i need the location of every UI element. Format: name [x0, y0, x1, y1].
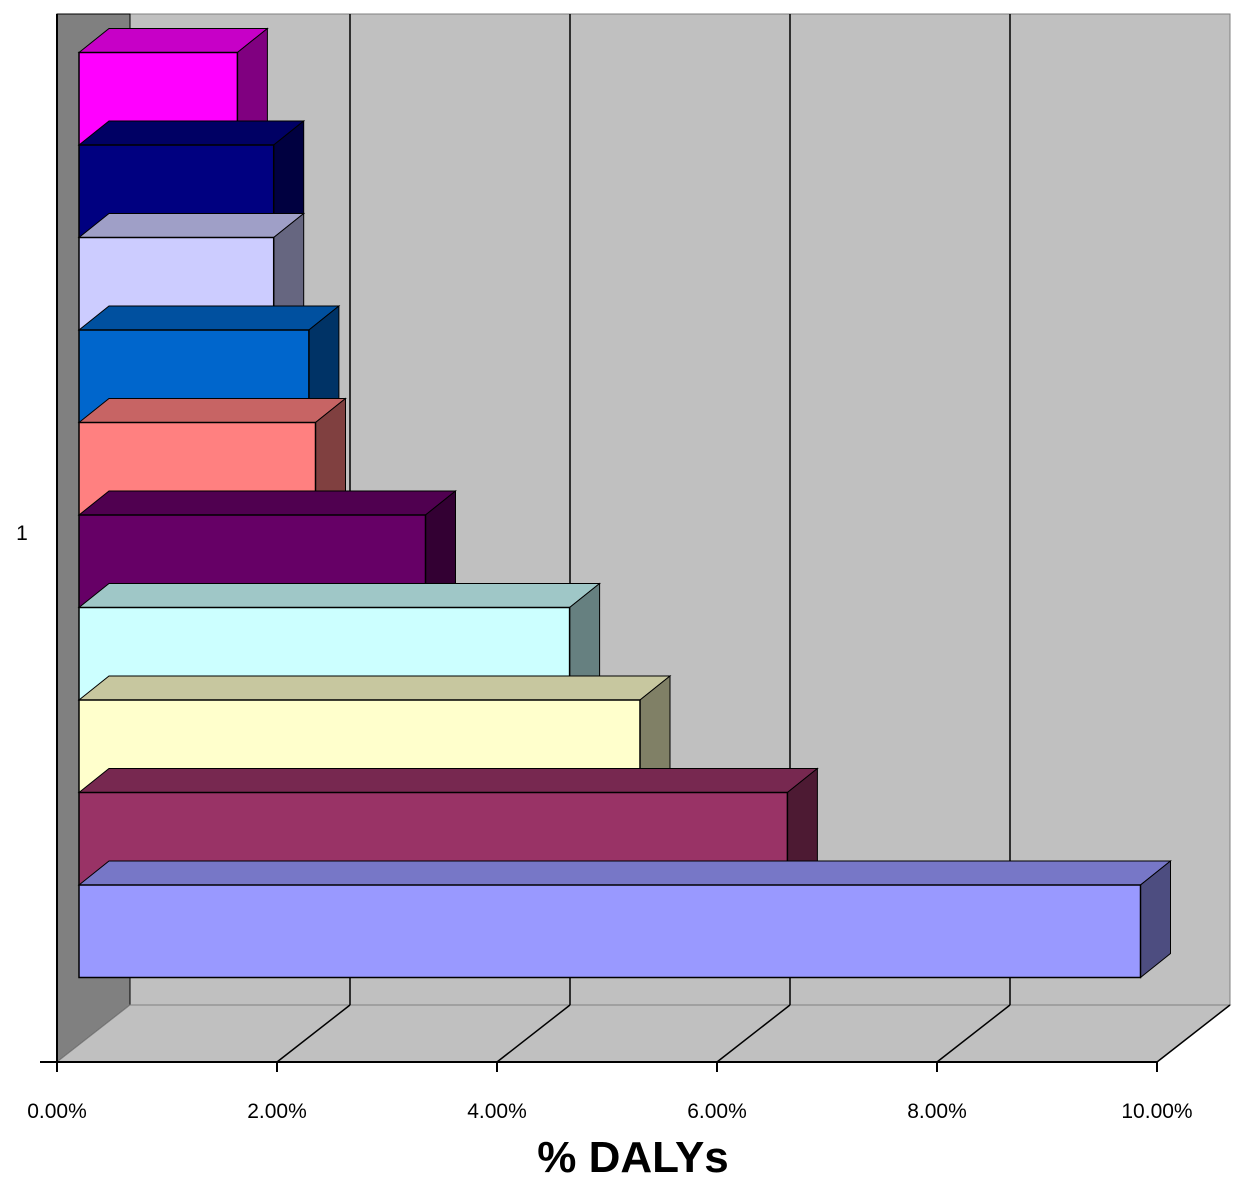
bar-top-face: [77, 398, 347, 423]
bar: [77, 859, 1172, 979]
floor: [55, 1004, 1232, 1063]
bar-front-face: [78, 884, 1142, 979]
x-tick-label: 0.00%: [27, 1100, 87, 1123]
x-tick-label: 10.00%: [1121, 1100, 1192, 1123]
bar-top-face: [77, 213, 306, 238]
bar-top-face: [77, 860, 1172, 886]
bar-top-face: [77, 490, 457, 516]
bar-top-face: [77, 675, 672, 701]
x-tick-label: 2.00%: [247, 1100, 307, 1123]
x-tick-label: 8.00%: [907, 1100, 967, 1123]
x-ticks: 0.00% 2.00% 4.00% 6.00% 8.00% 10.00%: [27, 1062, 1193, 1123]
bars: [77, 27, 1172, 979]
x-tick-label: 4.00%: [467, 1100, 527, 1123]
floor-gridline: [276, 1004, 351, 1063]
bar-top-face: [77, 120, 306, 146]
x-axis-label: % DALYs: [537, 1133, 729, 1182]
bar-top-face: [77, 583, 602, 608]
bar-top-face: [77, 768, 819, 793]
bar-top-face: [77, 28, 269, 53]
x-tick-label: 6.00%: [687, 1100, 747, 1123]
floor-gridline: [716, 1004, 791, 1063]
floor-gridline: [496, 1004, 571, 1063]
y-category-label: 1: [16, 522, 28, 545]
bar-top-face: [77, 305, 341, 331]
bar: [77, 212, 306, 332]
floor-gridline: [1156, 1004, 1231, 1063]
floor-gridline: [936, 1004, 1011, 1063]
